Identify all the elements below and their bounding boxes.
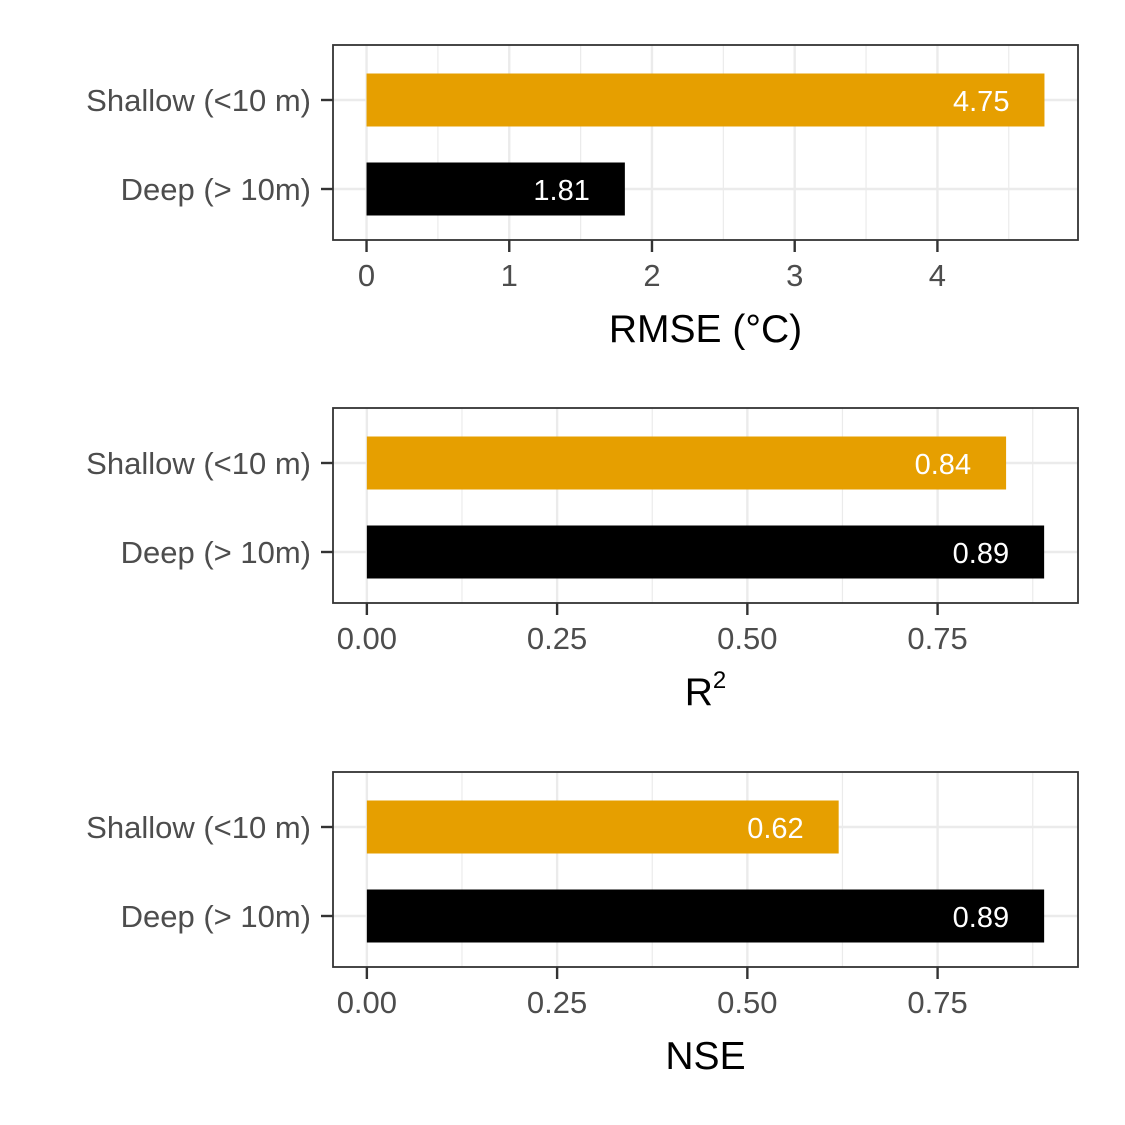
x-axis-title-superscript: 2	[713, 667, 726, 694]
chart-panel-3: 0.62 0.89 Shallow (<10 m) Deep (> 10m) 0.00 0…	[86, 771, 1079, 1078]
bar-value-label: 0.89	[953, 538, 1009, 570]
panel-border	[332, 407, 1079, 604]
bar-shallow	[366, 73, 1045, 127]
x-tick-label: 0.00	[337, 621, 397, 656]
bar-value-label: 0.84	[915, 449, 971, 481]
bar-deep	[366, 889, 1045, 943]
x-tick-label: 0.75	[907, 985, 967, 1020]
x-axis-title: R2	[685, 667, 727, 714]
category-label: Shallow (<10 m)	[86, 446, 311, 481]
x-axis-title: NSE	[665, 1035, 745, 1078]
category-label: Deep (> 10m)	[121, 535, 311, 570]
x-tick-label: 0.00	[337, 985, 397, 1020]
bar-value-label: 0.62	[747, 813, 803, 845]
bar-shallow	[366, 800, 839, 854]
chart-panel-2: 0.84 0.89 Shallow (<10 m) Deep (> 10m) 0.00 0…	[86, 407, 1079, 714]
x-tick-label: 3	[786, 258, 803, 293]
bar-deep	[366, 162, 625, 216]
chart-panel-1: 4.75 1.81 Shallow (<10 m) Deep (> 10m) 0 1 2 3 4…	[86, 44, 1079, 351]
x-tick-label: 0.75	[907, 621, 967, 656]
category-label: Shallow (<10 m)	[86, 83, 311, 118]
bar-value-label: 4.75	[953, 86, 1009, 118]
panel-border	[332, 44, 1079, 241]
x-tick-label: 0.50	[717, 985, 777, 1020]
x-tick-label: 1	[501, 258, 518, 293]
x-tick-label: 0.25	[527, 621, 587, 656]
x-tick-label: 0	[358, 258, 375, 293]
x-tick-label: 0.25	[527, 985, 587, 1020]
x-axis-title: RMSE (°C)	[609, 308, 802, 351]
bar-value-label: 0.89	[953, 902, 1009, 934]
x-tick-label: 4	[929, 258, 946, 293]
x-tick-label: 2	[643, 258, 660, 293]
x-tick-label: 0.50	[717, 621, 777, 656]
category-label: Deep (> 10m)	[121, 172, 311, 207]
bar-value-label: 1.81	[533, 175, 589, 207]
bar-deep	[366, 525, 1045, 579]
panel-border	[332, 771, 1079, 968]
category-label: Deep (> 10m)	[121, 899, 311, 934]
bar-shallow	[366, 436, 1007, 490]
category-label: Shallow (<10 m)	[86, 810, 311, 845]
